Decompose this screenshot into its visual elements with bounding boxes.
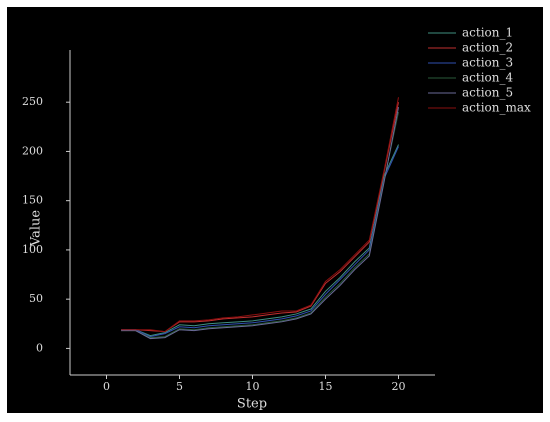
y-tick-label: 250 xyxy=(22,95,43,108)
legend-label: action_3 xyxy=(462,56,513,70)
x-tick-label: 5 xyxy=(176,380,183,393)
y-axis-label: Value xyxy=(29,210,44,247)
x-axis-label: Step xyxy=(237,397,267,412)
series-line xyxy=(121,107,399,340)
series-line xyxy=(121,111,399,339)
legend-label: action_1 xyxy=(462,26,513,40)
x-tick-label: 20 xyxy=(392,380,406,393)
y-tick-label: 100 xyxy=(22,243,43,256)
legend-label: action_5 xyxy=(462,86,513,100)
x-tick-label: 0 xyxy=(103,380,110,393)
x-tick-label: 15 xyxy=(319,380,333,393)
plot-background xyxy=(7,7,543,413)
series-line xyxy=(121,144,399,337)
series-line xyxy=(121,146,399,338)
legend-label: action_2 xyxy=(462,41,513,55)
legend-label: action_max xyxy=(462,101,531,115)
series-line xyxy=(121,97,399,333)
legend-label: action_4 xyxy=(462,71,513,85)
y-tick-label: 200 xyxy=(22,144,43,157)
x-tick-label: 10 xyxy=(246,380,260,393)
y-tick-label: 0 xyxy=(36,341,43,354)
y-tick-label: 150 xyxy=(22,194,43,207)
y-tick-label: 50 xyxy=(29,292,43,305)
